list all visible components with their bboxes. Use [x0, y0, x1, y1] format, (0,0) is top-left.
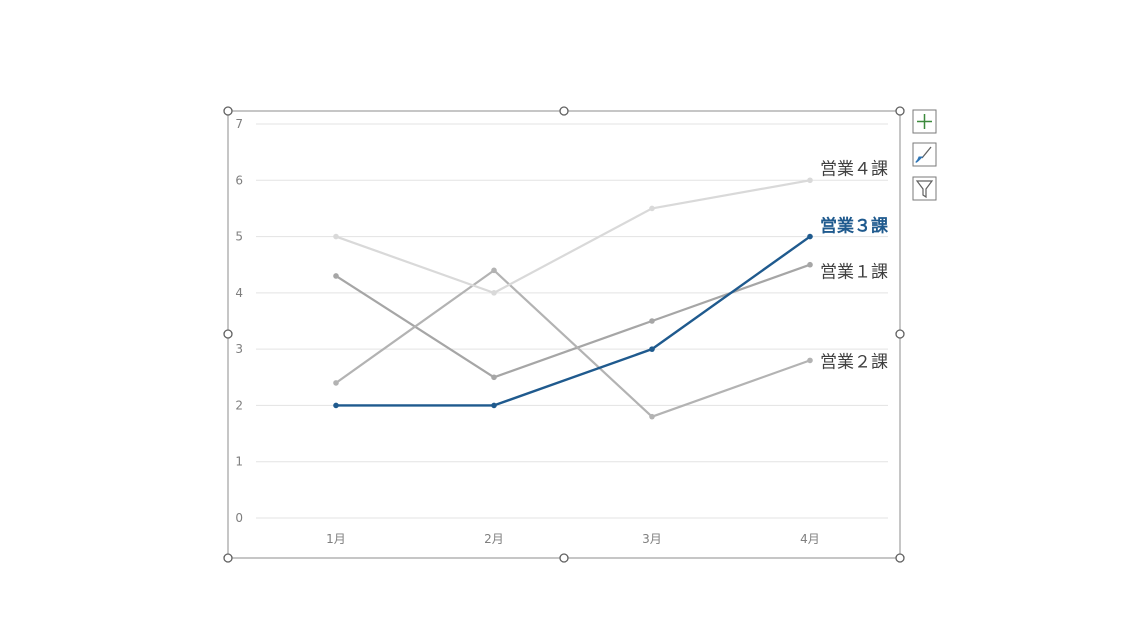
series-1[interactable]: [333, 261, 813, 381]
data-point[interactable]: [649, 413, 655, 420]
data-point[interactable]: [333, 402, 339, 409]
x-tick-label: 2月: [484, 532, 504, 546]
data-point[interactable]: [807, 261, 813, 268]
series-4[interactable]: [333, 177, 813, 296]
series-label[interactable]: 営業１課: [820, 263, 888, 283]
series-line[interactable]: [335, 263, 811, 379]
series-label[interactable]: 営業４課: [820, 159, 888, 179]
y-tick-label: 7: [235, 117, 243, 131]
resize-handle[interactable]: [895, 329, 905, 339]
data-point[interactable]: [333, 273, 339, 279]
series-group[interactable]: [333, 177, 813, 420]
data-point[interactable]: [491, 374, 497, 381]
resize-handle[interactable]: [223, 329, 233, 339]
resize-handle[interactable]: [559, 553, 569, 563]
series-2[interactable]: [333, 267, 813, 420]
data-point[interactable]: [649, 318, 655, 324]
resize-handle[interactable]: [559, 106, 569, 116]
y-axis[interactable]: 0 1 2 3 4 5 6 7: [235, 117, 243, 525]
y-tick-label: 0: [235, 511, 243, 525]
x-tick-label: 4月: [800, 532, 820, 546]
funnel-icon: [915, 180, 934, 199]
data-point[interactable]: [333, 380, 339, 386]
resize-handle[interactable]: [223, 553, 233, 563]
y-tick-label: 6: [235, 173, 243, 187]
chart-styles-button[interactable]: [912, 142, 937, 167]
data-point[interactable]: [491, 267, 497, 274]
resize-handle[interactable]: [223, 106, 233, 116]
data-point[interactable]: [807, 357, 813, 364]
data-point[interactable]: [491, 402, 497, 409]
resize-handle[interactable]: [895, 106, 905, 116]
selection-handles[interactable]: [223, 106, 905, 563]
data-point[interactable]: [649, 205, 655, 212]
plus-icon: [917, 114, 932, 129]
series-label[interactable]: 営業２課: [820, 352, 888, 372]
data-point[interactable]: [807, 233, 813, 240]
y-tick-label: 1: [235, 455, 243, 469]
data-point[interactable]: [649, 346, 655, 352]
data-point[interactable]: [491, 290, 497, 296]
series-line[interactable]: [335, 269, 811, 418]
brush-icon: [915, 146, 932, 163]
series-line[interactable]: [336, 235, 811, 407]
y-tick-label: 4: [235, 286, 243, 300]
y-tick-label: 2: [235, 398, 243, 412]
y-tick-label: 3: [235, 342, 243, 356]
y-tick-label: 5: [235, 230, 243, 244]
data-point[interactable]: [333, 233, 339, 240]
chart-elements-button[interactable]: [912, 109, 937, 134]
series-3[interactable]: [333, 233, 813, 409]
series-label[interactable]: 営業３課: [820, 216, 889, 237]
resize-handle[interactable]: [895, 553, 905, 563]
x-tick-label: 3月: [642, 532, 662, 546]
data-point[interactable]: [807, 177, 813, 184]
series-line[interactable]: [335, 179, 811, 294]
x-tick-label: 1月: [326, 532, 346, 546]
chart-filters-button[interactable]: [912, 176, 937, 201]
x-axis[interactable]: 1月 2月 3月 4月: [326, 532, 820, 546]
